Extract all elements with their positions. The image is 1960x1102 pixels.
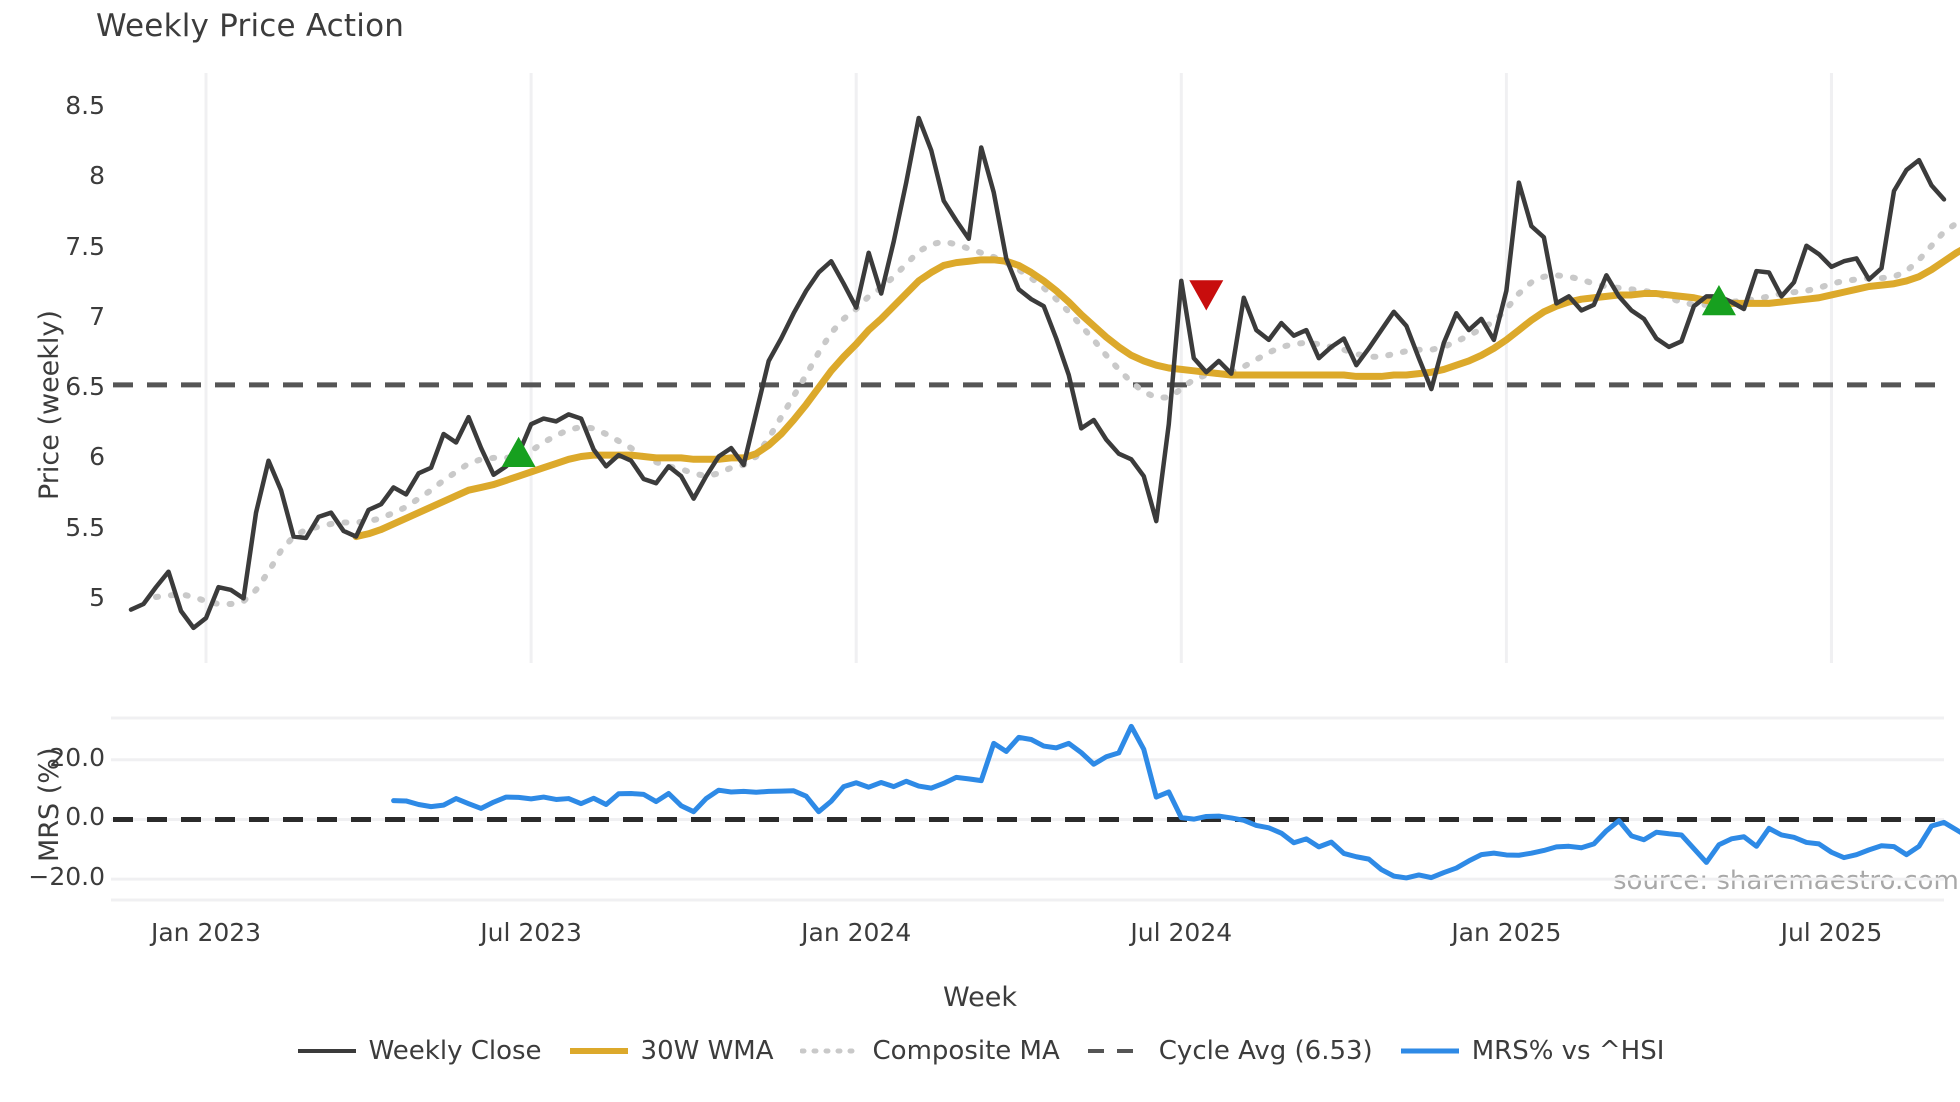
legend-swatch-icon — [1400, 1048, 1459, 1054]
price-y-tick: 8.5 — [65, 91, 105, 121]
price-y-tick: 6.5 — [65, 372, 105, 402]
legend-swatch-icon — [569, 1048, 628, 1054]
legend-item[interactable]: Composite MA — [799, 1036, 1060, 1066]
weekly-close-line — [128, 115, 1947, 631]
sell-marker — [1189, 280, 1224, 311]
mrs-y-tick: −20.0 — [28, 862, 105, 892]
legend-label: MRS% vs ^HSI — [1471, 1036, 1665, 1066]
legend-label: Weekly Close — [368, 1036, 542, 1066]
mrs-y-tick: 0.0 — [65, 802, 105, 832]
mrs-y-tick: 20.0 — [49, 742, 105, 772]
price-panel-markers — [501, 280, 1736, 467]
mrs-panel-grid — [111, 716, 1944, 902]
legend-label: 30W WMA — [640, 1036, 774, 1066]
legend-item[interactable]: Weekly Close — [296, 1036, 542, 1066]
price-y-tick: 8 — [89, 161, 105, 191]
chart-title: Weekly Price Action — [96, 8, 405, 44]
price-y-tick: 7 — [89, 301, 105, 331]
legend-swatch-icon — [1087, 1049, 1146, 1053]
legend-swatch-icon — [297, 1049, 356, 1053]
x-tick: Jul 2025 — [1780, 918, 1883, 947]
x-tick: Jan 2023 — [150, 918, 262, 947]
source-watermark: source: sharemaestro.com — [1613, 866, 1959, 896]
price-y-tick: 5.5 — [65, 512, 105, 542]
x-tick: Jan 2025 — [1451, 918, 1562, 947]
legend-item[interactable]: 30W WMA — [568, 1036, 774, 1066]
composite-ma-line — [153, 220, 1960, 607]
x-axis-label: Week — [943, 982, 1017, 1013]
legend-swatch-icon — [799, 1048, 862, 1054]
mrs-line — [391, 723, 1960, 881]
price-y-tick: 6 — [89, 442, 105, 472]
price-y-tick: 5 — [89, 582, 105, 612]
legend-label: Cycle Avg (6.53) — [1158, 1036, 1373, 1066]
x-tick: Jul 2023 — [480, 918, 582, 947]
legend-label: Composite MA — [872, 1036, 1060, 1066]
x-tick: Jan 2024 — [801, 918, 912, 947]
legend-item[interactable]: Cycle Avg (6.53) — [1086, 1036, 1373, 1066]
x-tick: Jul 2024 — [1130, 918, 1233, 947]
chart-legend: Weekly Close 30W WMA Composite MA Cycle Avg… — [0, 1036, 1960, 1066]
price-panel-grid — [204, 73, 1833, 663]
mrs-panel-series — [113, 723, 1960, 881]
legend-item[interactable]: MRS% vs ^HSI — [1399, 1036, 1665, 1066]
buy-marker — [1701, 284, 1736, 316]
price-panel-series — [113, 115, 1960, 631]
buy-marker — [501, 436, 536, 467]
price-y-tick: 7.5 — [65, 231, 105, 261]
